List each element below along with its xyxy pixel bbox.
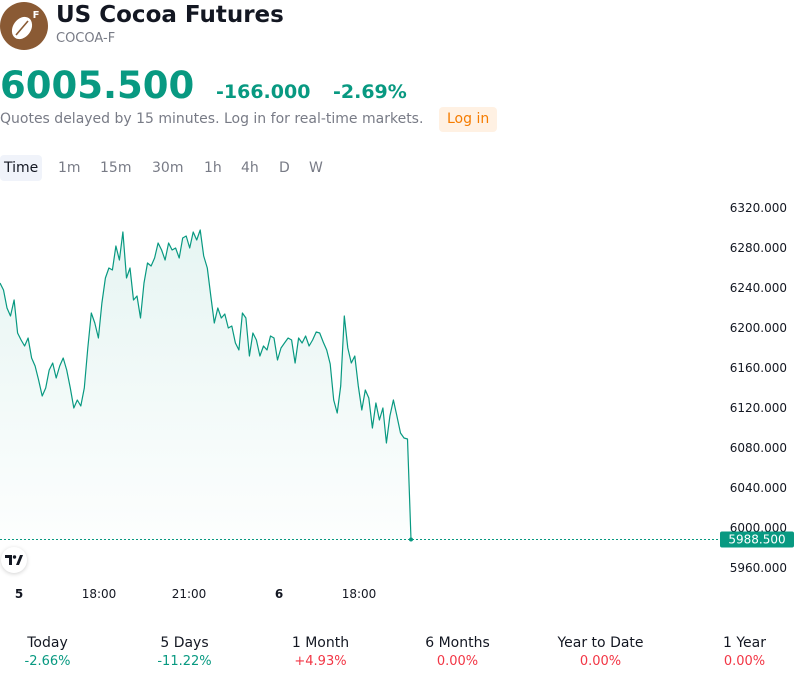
last-price: 6005.500 xyxy=(0,64,195,107)
interval-tab-15m[interactable]: 15m xyxy=(100,160,132,176)
performance-row: Today -2.66% 5 Days -11.22% 1 Month +4.9… xyxy=(0,635,800,675)
perf-label: 5 Days xyxy=(160,635,209,651)
perf-label: 6 Months xyxy=(425,635,490,651)
perf-1-month[interactable]: 1 Month +4.93% xyxy=(254,635,387,669)
cocoa-bean-icon: F xyxy=(0,2,48,50)
y-tick-label: 6040.000 xyxy=(730,481,787,495)
interval-tab-time[interactable]: Time xyxy=(0,155,43,181)
perf-label: 1 Year xyxy=(723,635,766,651)
last-price-dot xyxy=(409,537,413,542)
perf-today[interactable]: Today -2.66% xyxy=(0,635,114,669)
logo-letter: F xyxy=(33,10,40,21)
price-line xyxy=(0,229,412,540)
last-price-label-box xyxy=(720,531,794,548)
price-change: -166.000 xyxy=(216,81,311,103)
perf-label: Year to Date xyxy=(557,635,644,651)
y-tick-label: 6080.000 xyxy=(730,441,787,455)
perf-value: 0.00% xyxy=(579,654,622,669)
perf-year-to-date[interactable]: Year to Date 0.00% xyxy=(534,635,667,669)
delay-notice: Quotes delayed by 15 minutes. Log in for… xyxy=(0,111,424,127)
y-tick-label: 6240.000 xyxy=(730,281,787,295)
perf-label: Today xyxy=(27,635,68,651)
tradingview-logo-icon[interactable] xyxy=(1,547,27,573)
login-button[interactable]: Log in xyxy=(439,107,498,132)
interval-tab-1m[interactable]: 1m xyxy=(58,160,81,176)
y-tick-label: 6200.000 xyxy=(730,321,787,335)
perf-label: 1 Month xyxy=(291,635,350,651)
y-tick-label: 6320.000 xyxy=(730,201,787,215)
interval-tab-d[interactable]: D xyxy=(279,160,290,176)
perf-value: 0.00% xyxy=(723,654,766,669)
perf-5-days[interactable]: 5 Days -11.22% xyxy=(118,635,251,669)
last-price-label: 5988.500 xyxy=(728,533,785,547)
y-tick-label: 6160.000 xyxy=(730,361,787,375)
price-chart[interactable]: 6320.000 6280.000 6240.000 6200.000 6160.000… xyxy=(0,190,800,610)
y-tick-label: 6120.000 xyxy=(730,401,787,415)
x-tick-label: 18:00 xyxy=(342,587,377,601)
y-tick-label: 5960.000 xyxy=(730,561,787,575)
x-tick-label: 18:00 xyxy=(82,587,117,601)
perf-value: +4.93% xyxy=(294,654,347,669)
symbol-header: F US Cocoa Futures COCOA-F xyxy=(0,0,800,56)
symbol-code: COCOA-F xyxy=(56,31,116,46)
interval-tab-4h[interactable]: 4h xyxy=(241,160,259,176)
x-tick-label: 5 xyxy=(15,587,23,601)
interval-tab-w[interactable]: W xyxy=(309,160,323,176)
perf-value: 0.00% xyxy=(436,654,479,669)
perf-6-months[interactable]: 6 Months 0.00% xyxy=(391,635,524,669)
price-change-percent: -2.69% xyxy=(333,81,407,103)
x-tick-label: 6 xyxy=(275,587,283,601)
page-title: US Cocoa Futures xyxy=(56,2,284,28)
interval-tab-30m[interactable]: 30m xyxy=(152,160,184,176)
price-area xyxy=(0,230,411,540)
y-tick-label: 6280.000 xyxy=(730,241,787,255)
x-tick-label: 21:00 xyxy=(172,587,207,601)
perf-value: -11.22% xyxy=(157,654,212,669)
perf-1-year[interactable]: 1 Year 0.00% xyxy=(678,635,800,669)
perf-value: -2.66% xyxy=(24,654,71,669)
interval-tab-1h[interactable]: 1h xyxy=(204,160,222,176)
